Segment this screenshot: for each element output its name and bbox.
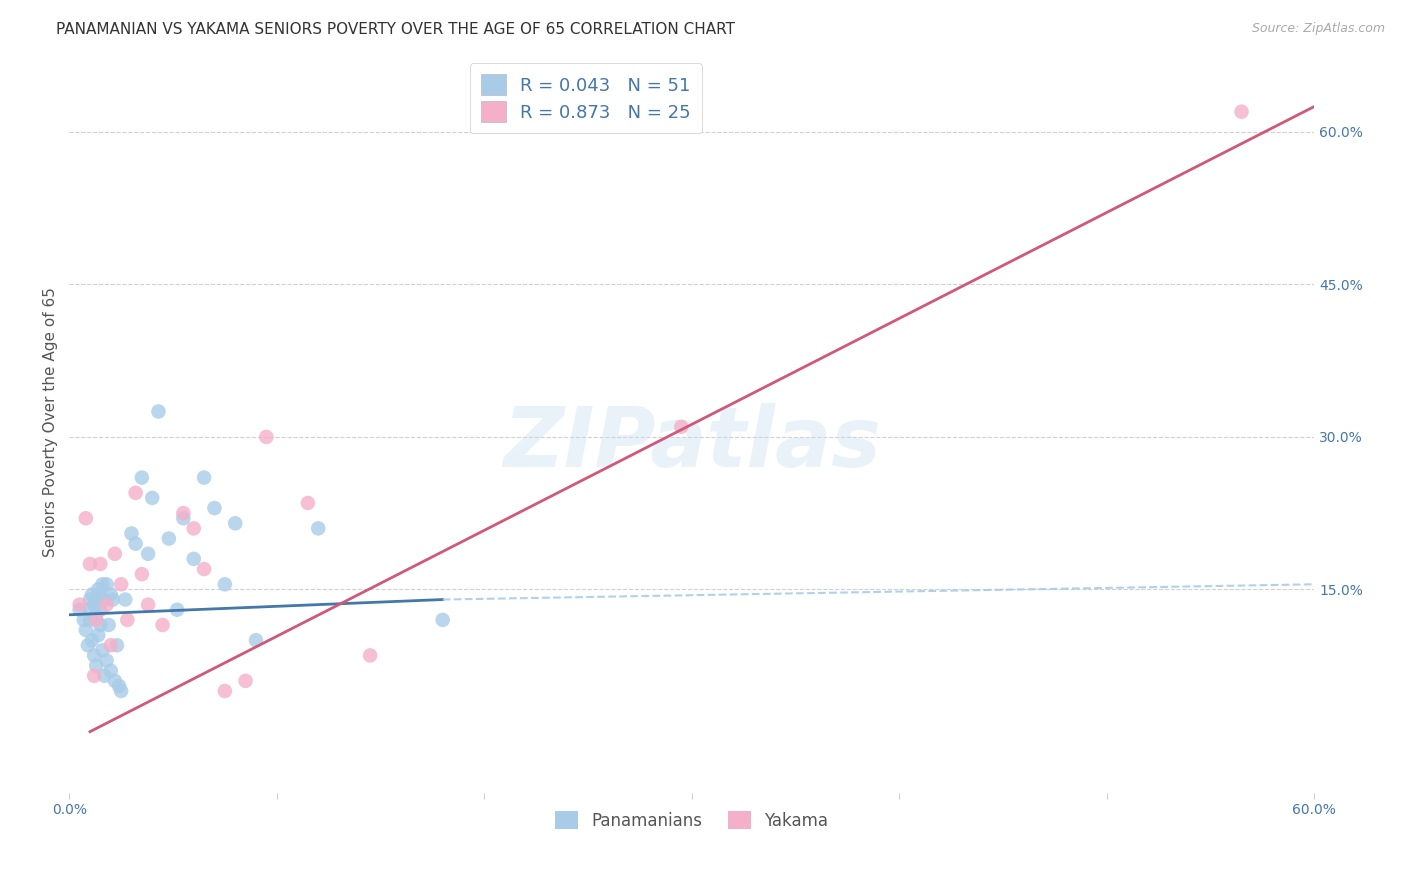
Point bbox=[100, 664, 122, 678]
Point bbox=[172, 511, 194, 525]
Point bbox=[214, 577, 236, 591]
Point bbox=[432, 613, 454, 627]
Point bbox=[204, 501, 226, 516]
Legend: Panamanians, Yakama: Panamanians, Yakama bbox=[548, 805, 835, 837]
Point bbox=[193, 470, 215, 484]
Point bbox=[75, 511, 97, 525]
Point bbox=[121, 526, 143, 541]
Point bbox=[224, 516, 246, 531]
Point bbox=[83, 598, 105, 612]
Point bbox=[254, 430, 277, 444]
Point bbox=[307, 521, 329, 535]
Point bbox=[183, 521, 205, 535]
Point bbox=[671, 419, 693, 434]
Point bbox=[110, 684, 132, 698]
Point bbox=[69, 603, 91, 617]
Point bbox=[89, 587, 111, 601]
Point bbox=[100, 587, 122, 601]
Point bbox=[157, 532, 180, 546]
Point bbox=[124, 485, 146, 500]
Point bbox=[96, 577, 118, 591]
Point bbox=[75, 623, 97, 637]
Point bbox=[97, 618, 120, 632]
Point bbox=[104, 673, 127, 688]
Point bbox=[101, 592, 124, 607]
Point bbox=[359, 648, 381, 663]
Point bbox=[131, 470, 153, 484]
Point bbox=[172, 506, 194, 520]
Point bbox=[93, 669, 115, 683]
Point bbox=[84, 607, 107, 622]
Text: Source: ZipAtlas.com: Source: ZipAtlas.com bbox=[1251, 22, 1385, 36]
Point bbox=[89, 603, 111, 617]
Point bbox=[183, 552, 205, 566]
Text: PANAMANIAN VS YAKAMA SENIORS POVERTY OVER THE AGE OF 65 CORRELATION CHART: PANAMANIAN VS YAKAMA SENIORS POVERTY OVE… bbox=[56, 22, 735, 37]
Point bbox=[214, 684, 236, 698]
Y-axis label: Seniors Poverty Over the Age of 65: Seniors Poverty Over the Age of 65 bbox=[44, 286, 58, 557]
Point bbox=[105, 638, 128, 652]
Point bbox=[89, 557, 111, 571]
Point bbox=[166, 603, 188, 617]
Point bbox=[83, 669, 105, 683]
Point bbox=[131, 567, 153, 582]
Point bbox=[87, 582, 110, 597]
Point bbox=[84, 613, 107, 627]
Point bbox=[79, 557, 101, 571]
Point bbox=[84, 658, 107, 673]
Point bbox=[124, 536, 146, 550]
Point bbox=[83, 648, 105, 663]
Point bbox=[193, 562, 215, 576]
Point bbox=[96, 653, 118, 667]
Point bbox=[114, 592, 136, 607]
Point bbox=[297, 496, 319, 510]
Point bbox=[108, 679, 131, 693]
Point bbox=[93, 592, 115, 607]
Point bbox=[141, 491, 163, 505]
Point bbox=[100, 638, 122, 652]
Point bbox=[152, 618, 174, 632]
Point bbox=[136, 547, 159, 561]
Point bbox=[91, 643, 114, 657]
Text: ZIPatlas: ZIPatlas bbox=[503, 403, 880, 484]
Point bbox=[110, 577, 132, 591]
Point bbox=[80, 587, 103, 601]
Point bbox=[96, 598, 118, 612]
Point bbox=[89, 618, 111, 632]
Point bbox=[245, 633, 267, 648]
Point bbox=[77, 638, 100, 652]
Point bbox=[80, 633, 103, 648]
Point bbox=[73, 613, 96, 627]
Point bbox=[104, 547, 127, 561]
Point bbox=[84, 592, 107, 607]
Point bbox=[235, 673, 257, 688]
Point bbox=[91, 577, 114, 591]
Point bbox=[117, 613, 139, 627]
Point bbox=[148, 404, 170, 418]
Point bbox=[87, 628, 110, 642]
Point bbox=[1230, 104, 1253, 119]
Point bbox=[69, 598, 91, 612]
Point bbox=[79, 592, 101, 607]
Point bbox=[136, 598, 159, 612]
Point bbox=[79, 613, 101, 627]
Point bbox=[79, 603, 101, 617]
